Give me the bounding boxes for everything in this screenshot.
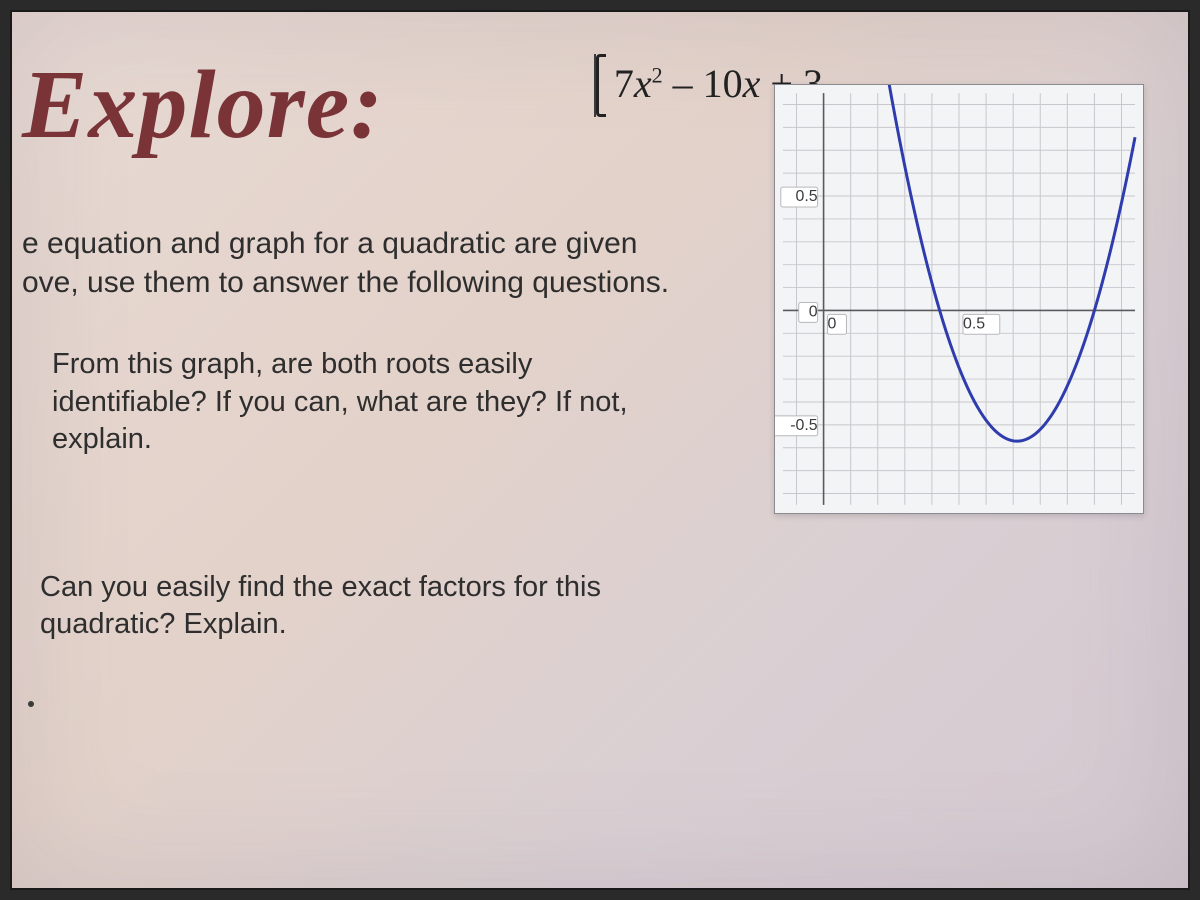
question-2: Can you easily find the exact factors fo… xyxy=(40,569,680,643)
svg-text:0: 0 xyxy=(809,303,818,320)
slide-frame: Explore: 7x2 – 10x + 3 e equation and gr… xyxy=(10,10,1190,890)
bullet-icon xyxy=(28,701,34,707)
svg-text:0.5: 0.5 xyxy=(795,188,817,205)
bracket-icon xyxy=(596,54,606,117)
graph-svg: -0.5 0.5 0 0.5 0 xyxy=(775,85,1143,513)
slide-content: Explore: 7x2 – 10x + 3 e equation and gr… xyxy=(10,42,1168,888)
svg-text:0: 0 xyxy=(828,315,837,332)
quadratic-graph: -0.5 0.5 0 0.5 0 xyxy=(774,84,1144,514)
intro-paragraph: e equation and graph for a quadratic are… xyxy=(22,224,712,302)
question-1: From this graph, are both roots easily i… xyxy=(52,346,692,459)
svg-text:-0.5: -0.5 xyxy=(790,417,818,434)
explore-title: Explore: xyxy=(22,56,384,154)
svg-text:0.5: 0.5 xyxy=(963,315,985,332)
